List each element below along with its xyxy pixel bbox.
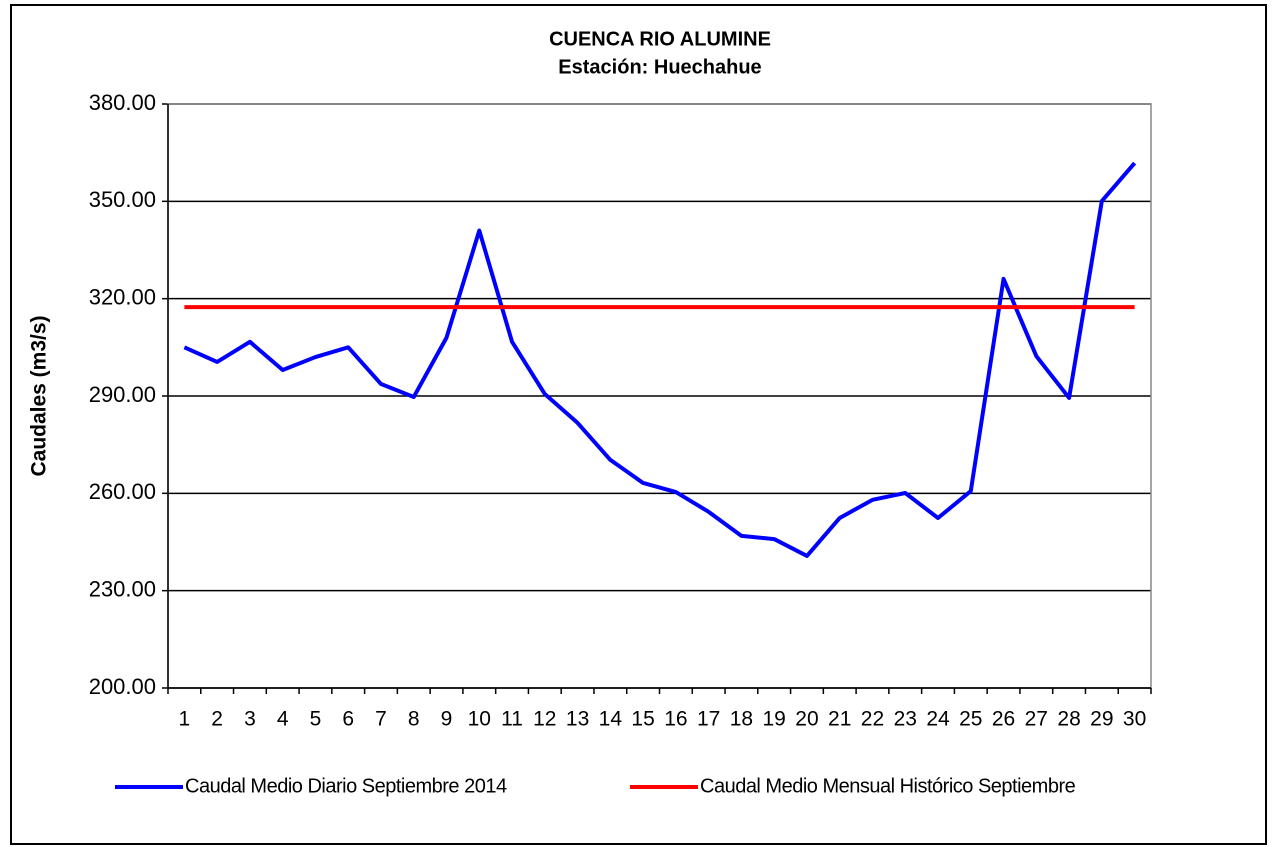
x-tick-label: 10	[468, 708, 491, 731]
x-tick-label: 18	[730, 708, 753, 731]
chart-title: CUENCA RIO ALUMINE	[549, 28, 771, 50]
x-tick-label: 8	[408, 708, 420, 731]
x-tick-label: 4	[277, 708, 289, 731]
x-tick-label: 2	[211, 708, 223, 731]
x-tick-label: 20	[795, 708, 818, 731]
x-tick-label: 15	[631, 708, 654, 731]
y-tick-label: 290.00	[89, 382, 156, 407]
x-tick-label: 5	[310, 708, 322, 731]
x-tick-label: 12	[533, 708, 556, 731]
y-tick-label: 230.00	[89, 576, 156, 601]
series-line	[183, 161, 1137, 558]
x-tick-label: 28	[1057, 708, 1080, 731]
x-tick-label: 30	[1123, 708, 1146, 731]
x-tick-label: 6	[342, 708, 354, 731]
y-axis-label: Caudales (m3/s)	[28, 315, 51, 476]
x-tick-label: 14	[599, 708, 623, 731]
x-tick-label: 16	[664, 708, 687, 731]
x-tick-label: 1	[179, 708, 191, 731]
legend-label: Caudal Medio Mensual Histórico Septiembr…	[700, 775, 1076, 797]
x-tick-label: 11	[501, 708, 523, 731]
chart-subtitle: Estación: Huechahue	[558, 56, 761, 78]
x-tick-label: 23	[894, 708, 917, 731]
x-tick-label: 22	[861, 708, 884, 731]
x-tick-label: 7	[375, 708, 387, 731]
x-tick-label: 27	[1025, 708, 1048, 731]
y-tick-label: 380.00	[89, 90, 156, 115]
x-tick-label: 29	[1090, 708, 1113, 731]
y-tick-label: 260.00	[89, 479, 156, 504]
x-tick-label: 25	[959, 708, 982, 731]
x-tick-label: 13	[566, 708, 589, 731]
x-tick-label: 17	[697, 708, 720, 731]
y-tick-label: 320.00	[89, 284, 156, 309]
y-tick-label: 200.00	[89, 674, 156, 699]
x-tick-label: 26	[992, 708, 1015, 731]
x-tick-label: 9	[441, 708, 453, 731]
x-tick-label: 21	[828, 708, 851, 731]
y-tick-label: 350.00	[89, 187, 156, 212]
legend-label: Caudal Medio Diario Septiembre 2014	[185, 775, 507, 797]
x-tick-label: 24	[926, 708, 950, 731]
chart-frame	[10, 4, 1267, 845]
x-tick-label: 3	[244, 708, 256, 731]
x-tick-label: 19	[763, 708, 786, 731]
